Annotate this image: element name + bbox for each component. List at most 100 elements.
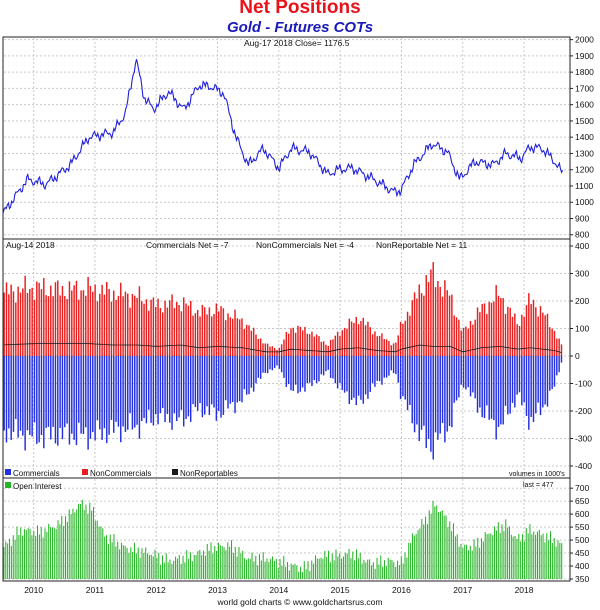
commercials-bar: [150, 356, 152, 423]
noncommercials-bar: [304, 326, 306, 356]
noncommercials-bar: [418, 284, 420, 356]
open-interest-bar: [16, 526, 18, 579]
noncommercials-bar: [171, 294, 173, 356]
open-interest-bar: [410, 542, 412, 579]
open-interest-bar: [451, 531, 453, 579]
open-interest-bar: [464, 544, 466, 579]
commercials-bar: [446, 356, 448, 432]
open-interest-bar: [445, 515, 447, 579]
open-interest-bar: [508, 526, 510, 579]
noncommercials-bar: [451, 294, 453, 356]
commercials-bar: [187, 356, 190, 417]
commercials-bar: [558, 356, 560, 373]
noncommercials-bar: [516, 324, 518, 356]
open-interest-bar: [120, 542, 122, 579]
open-interest-bar: [70, 514, 72, 579]
commercials-bar: [495, 356, 497, 440]
noncommercials-bar: [196, 309, 199, 356]
noncommercials-bar: [308, 334, 311, 356]
noncommercials-bar: [106, 281, 108, 356]
noncommercials-bar: [360, 320, 362, 356]
open-interest-bar: [484, 532, 486, 579]
open-interest-bar: [479, 547, 481, 579]
price-tick-label: 1500: [575, 116, 594, 126]
commercials-bar: [8, 356, 10, 429]
open-interest-bar: [402, 563, 404, 579]
commercials-bar: [301, 356, 304, 388]
noncommercials-bar: [378, 335, 381, 356]
open-interest-bar: [507, 527, 509, 579]
price-annotation: Aug-17 2018 Close= 1176.5: [244, 38, 350, 48]
commercials-bar: [66, 356, 68, 424]
x-tick-label: 2018: [515, 585, 534, 595]
noncommercials-bar: [103, 294, 106, 356]
noncommercials-bar: [252, 327, 255, 356]
open-interest-bar: [328, 550, 330, 579]
open-interest-bar: [495, 530, 497, 579]
open-interest-bar: [199, 549, 201, 579]
noncommercials-bar: [3, 292, 5, 356]
commercials-bar: [367, 356, 369, 399]
noncommercials-bar: [413, 292, 416, 356]
open-interest-bar: [439, 511, 441, 579]
positions-tick-label: 400: [575, 241, 589, 251]
noncommercials-bar: [287, 333, 290, 356]
noncommercials-bar: [500, 297, 502, 356]
noncommercials-bar: [336, 331, 339, 356]
noncommercials-bar: [346, 328, 348, 356]
commercials-bar: [458, 356, 460, 398]
noncommercials-bar: [24, 275, 26, 356]
open-interest-bar: [40, 527, 42, 579]
noncommercials-bar: [264, 343, 267, 356]
commercials-bar: [59, 356, 61, 428]
commercials-bar: [444, 356, 446, 443]
open-interest-bar: [443, 515, 445, 579]
open-interest-bar: [100, 526, 102, 579]
commercials-bar: [364, 356, 367, 395]
noncommercials-bar: [560, 344, 563, 356]
noncommercials-bar: [420, 293, 423, 356]
noncommercials-bar: [243, 329, 246, 356]
noncommercials-bar: [50, 285, 52, 356]
open-interest-bar: [324, 550, 326, 579]
open-interest-bar: [33, 530, 35, 579]
open-interest-bar: [389, 559, 391, 579]
noncommercials-bar: [313, 336, 316, 356]
noncommercials-bar: [259, 338, 262, 356]
open-interest-bar: [365, 562, 367, 579]
commercials-bar: [138, 356, 141, 439]
commercials-bar: [220, 356, 222, 418]
noncommercials-bar: [371, 334, 374, 356]
open-interest-bar: [195, 554, 197, 579]
open-interest-bar: [55, 529, 57, 579]
commercials-bar: [87, 356, 89, 450]
commercials-bar: [264, 356, 267, 373]
open-interest-bar: [23, 529, 25, 579]
positions-tick-label: -200: [575, 406, 592, 416]
commercials-bar: [327, 356, 330, 370]
open-interest-bar: [176, 558, 178, 579]
open-interest-bar: [492, 535, 494, 579]
open-interest-bar: [238, 546, 240, 579]
noncommercials-bar: [495, 285, 497, 356]
open-interest-bar: [318, 558, 320, 579]
noncommercials-bar: [327, 345, 330, 356]
noncommercials-bar: [222, 308, 225, 356]
commercials-bar: [24, 356, 26, 451]
open-interest-bar: [404, 552, 406, 579]
open-interest-bar: [31, 535, 33, 579]
open-interest-bar: [296, 565, 298, 579]
commercials-bar: [238, 356, 241, 402]
noncommercials-bar: [444, 280, 446, 356]
open-interest-bar: [273, 560, 275, 579]
commercials-bar: [404, 356, 406, 400]
open-interest-bar: [283, 555, 285, 579]
open-interest-bar: [255, 555, 257, 579]
noncommercials-bar: [320, 341, 323, 356]
open-interest-bar: [344, 552, 346, 579]
x-tick-label: 2012: [147, 585, 166, 595]
x-tick-label: 2011: [86, 585, 105, 595]
commercials-bar: [241, 356, 243, 403]
open-interest-bar: [286, 561, 289, 579]
commercials-bar: [166, 356, 169, 414]
